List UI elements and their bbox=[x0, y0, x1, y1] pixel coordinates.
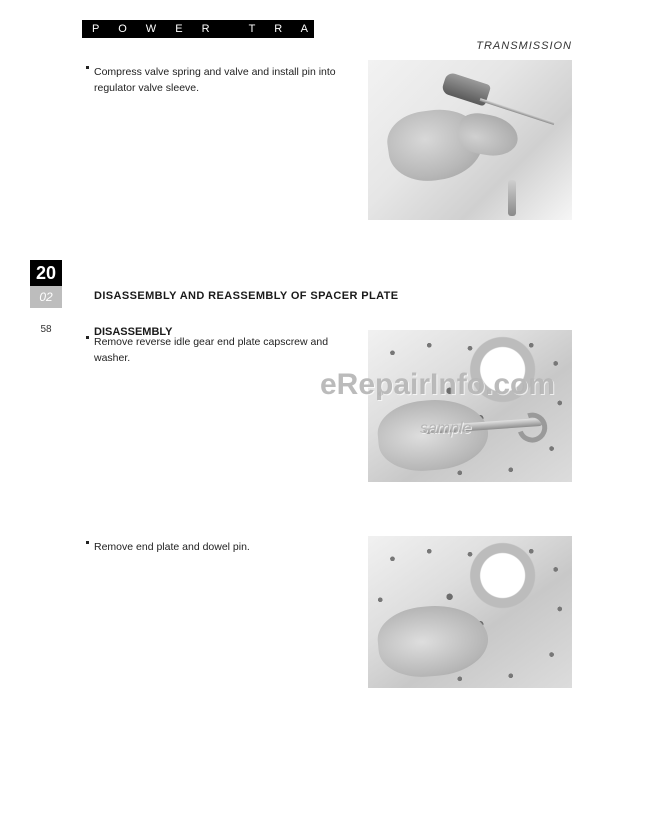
valve-sleeve-icon bbox=[508, 180, 516, 216]
header-section-text: P O W E R bbox=[92, 23, 218, 35]
bullet-icon bbox=[86, 66, 89, 69]
bullet-icon bbox=[86, 541, 89, 544]
side-tab-page: 58 bbox=[30, 324, 62, 335]
figure-remove-capscrew bbox=[368, 330, 572, 482]
side-tab-chapter: 20 bbox=[30, 260, 62, 286]
step-text: Remove reverse idle gear end plate capsc… bbox=[94, 336, 328, 364]
side-tab-sub: 02 bbox=[30, 286, 62, 308]
heading-spacer-plate: DISASSEMBLY AND REASSEMBLY OF SPACER PLA… bbox=[94, 290, 398, 302]
step-remove-end-plate: Remove end plate and dowel pin. bbox=[94, 539, 344, 555]
figure-remove-end-plate bbox=[368, 536, 572, 688]
step-text: Remove end plate and dowel pin. bbox=[94, 541, 250, 553]
header-section-band: P O W E R T R A I N bbox=[82, 20, 314, 38]
header-section-text-2: T R A I N bbox=[249, 23, 365, 35]
header-subsection: TRANSMISSION bbox=[476, 40, 572, 52]
step-remove-capscrew: Remove reverse idle gear end plate capsc… bbox=[94, 334, 344, 367]
figure-compress-valve-spring bbox=[368, 60, 572, 220]
step-compress-valve-spring: Compress valve spring and valve and inst… bbox=[94, 64, 344, 97]
bullet-icon bbox=[86, 336, 89, 339]
step-text: Compress valve spring and valve and inst… bbox=[94, 66, 336, 94]
